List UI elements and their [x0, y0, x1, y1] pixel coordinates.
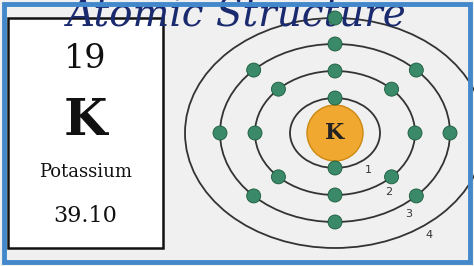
Circle shape: [272, 170, 285, 184]
Circle shape: [213, 126, 227, 140]
Circle shape: [410, 63, 423, 77]
Text: Potassium: Potassium: [39, 163, 132, 181]
Text: 2: 2: [385, 187, 392, 197]
Circle shape: [328, 11, 342, 25]
Text: 4: 4: [425, 230, 432, 240]
Circle shape: [307, 105, 363, 161]
Circle shape: [328, 37, 342, 51]
Bar: [8, 18, 163, 248]
Circle shape: [272, 82, 285, 96]
Circle shape: [328, 188, 342, 202]
Circle shape: [384, 170, 399, 184]
Circle shape: [408, 126, 422, 140]
Circle shape: [328, 64, 342, 78]
Circle shape: [248, 126, 262, 140]
Circle shape: [443, 126, 457, 140]
Text: 19: 19: [64, 43, 107, 75]
Text: Atomic Structure: Atomic Structure: [67, 0, 407, 35]
Text: K: K: [64, 97, 107, 146]
Circle shape: [246, 63, 261, 77]
Text: 3: 3: [405, 209, 412, 219]
Text: 1: 1: [365, 165, 372, 175]
Circle shape: [328, 91, 342, 105]
Circle shape: [328, 215, 342, 229]
Circle shape: [384, 82, 399, 96]
Circle shape: [246, 189, 261, 203]
Circle shape: [328, 161, 342, 175]
Text: K: K: [325, 122, 345, 144]
Text: 39.10: 39.10: [54, 205, 118, 227]
Circle shape: [410, 189, 423, 203]
